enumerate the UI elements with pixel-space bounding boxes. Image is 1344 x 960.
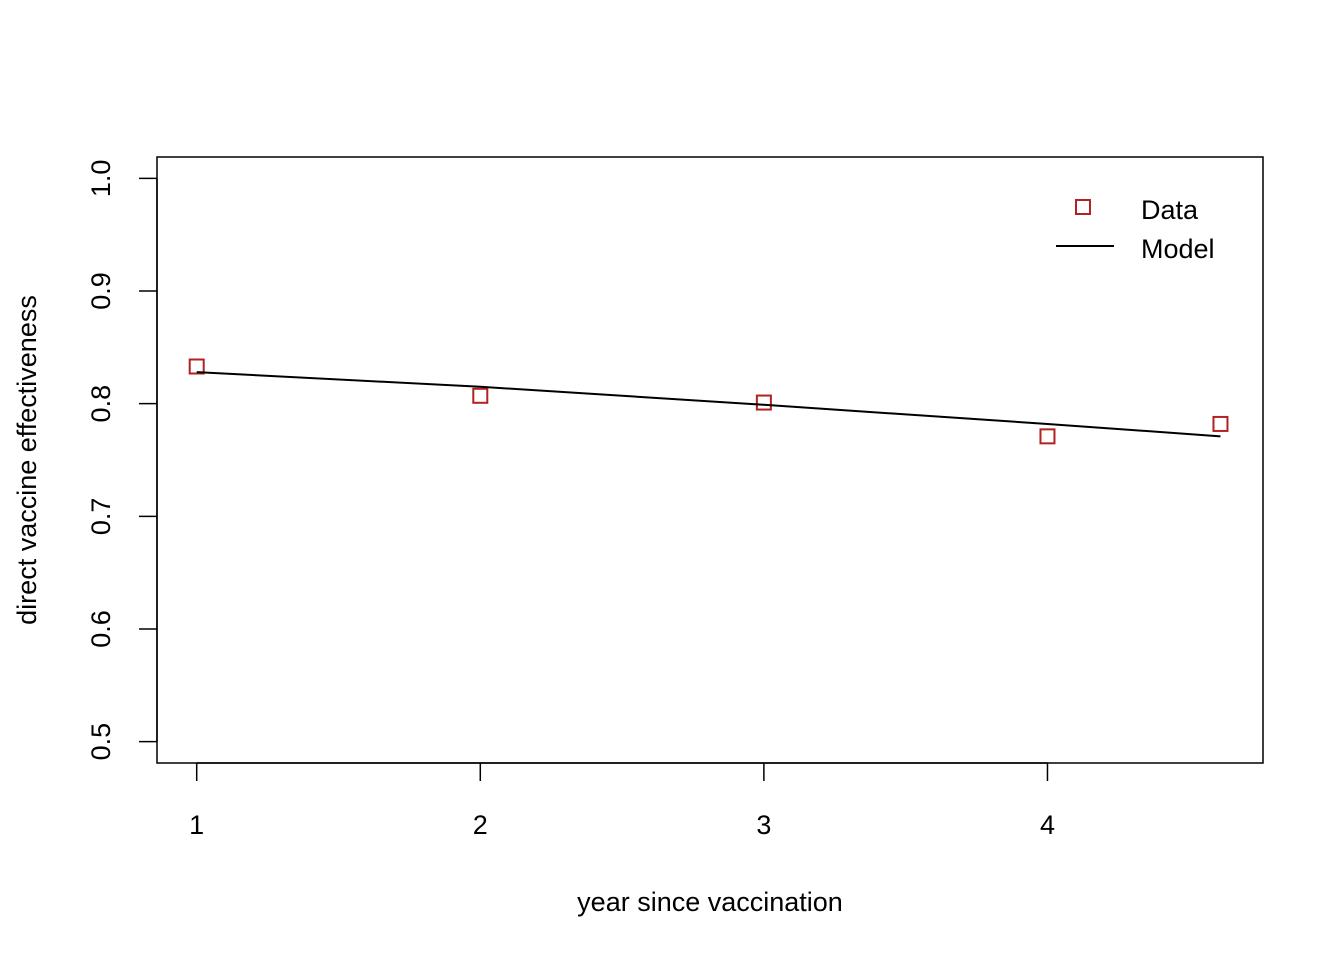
series-layer — [188, 358, 1229, 445]
x-tick-label: 1 — [189, 810, 204, 840]
y-tick-label: 1.0 — [86, 160, 116, 198]
data-point — [188, 358, 205, 375]
data-point — [755, 394, 772, 411]
x-axis: 1 2 3 4 — [189, 762, 1055, 840]
y-axis: 0.5 0.6 0.7 0.8 0.9 1.0 — [86, 160, 158, 761]
x-tick-label: 4 — [1040, 810, 1055, 840]
y-tick-label: 0.7 — [86, 498, 116, 536]
data-point — [1039, 428, 1056, 445]
y-tick-label: 0.8 — [86, 385, 116, 423]
y-tick-label: 0.9 — [86, 272, 116, 310]
x-tick-label: 2 — [473, 810, 488, 840]
plot-frame — [156, 156, 1264, 764]
legend-data-label: Data — [1141, 195, 1199, 225]
legend-data-marker — [1075, 199, 1091, 215]
x-axis-label: year since vaccination — [577, 887, 843, 917]
data-point — [472, 387, 489, 404]
data-point — [1212, 415, 1229, 432]
y-axis-label: direct vaccine effectiveness — [12, 295, 42, 625]
legend-model-label: Model — [1141, 234, 1215, 264]
x-tick-label: 3 — [756, 810, 771, 840]
legend: Data Model — [1056, 195, 1215, 264]
y-tick-label: 0.5 — [86, 723, 116, 761]
y-tick-label: 0.6 — [86, 610, 116, 648]
model-line — [196, 371, 1221, 438]
